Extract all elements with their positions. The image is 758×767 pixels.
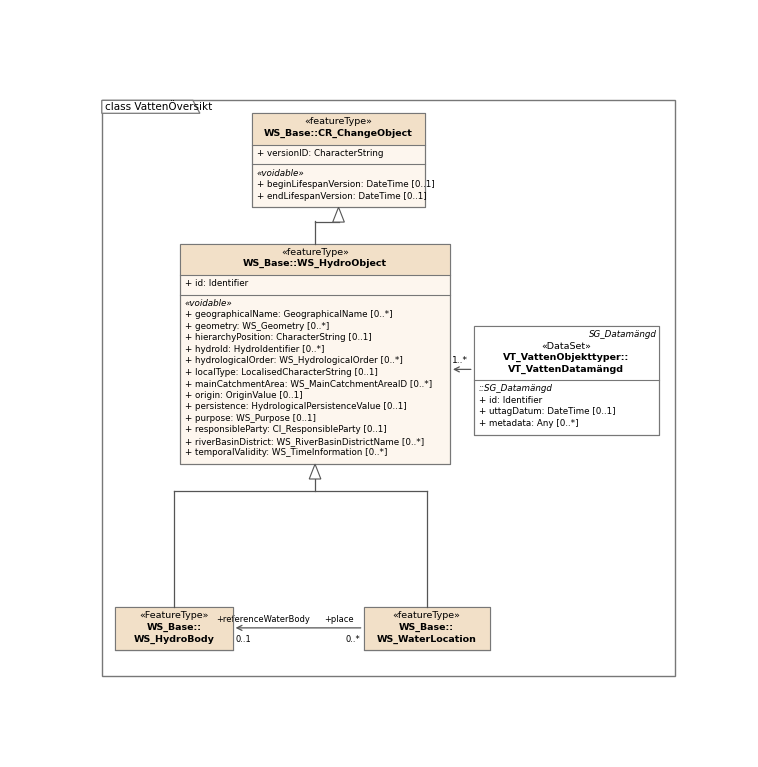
Bar (180, 244, 450, 464)
Bar (252, 114, 425, 145)
Text: «featureType»: «featureType» (305, 117, 372, 127)
Polygon shape (333, 207, 344, 222)
Text: + id: Identifier: + id: Identifier (478, 396, 542, 405)
Text: «FeatureType»: «FeatureType» (139, 611, 208, 621)
Text: + persistence: HydrologicalPersistenceValue [0..1]: + persistence: HydrologicalPersistenceVa… (185, 403, 406, 411)
Text: + mainCatchmentArea: WS_MainCatchmentAreaID [0..*]: + mainCatchmentArea: WS_MainCatchmentAre… (185, 380, 432, 388)
Text: WS_HydroBody: WS_HydroBody (133, 634, 215, 644)
Bar (180, 244, 450, 275)
Text: WS_WaterLocation: WS_WaterLocation (377, 634, 477, 644)
Bar (474, 326, 659, 435)
Bar (364, 607, 490, 650)
Text: «DataSet»: «DataSet» (541, 341, 591, 351)
Text: + id: Identifier: + id: Identifier (185, 279, 248, 288)
Text: WS_Base::CR_ChangeObject: WS_Base::CR_ChangeObject (264, 129, 413, 138)
Text: WS_Base::WS_HydroObject: WS_Base::WS_HydroObject (243, 259, 387, 268)
Text: «voidable»: «voidable» (185, 298, 233, 308)
Bar (252, 114, 425, 207)
Text: + beginLifespanVersion: DateTime [0..1]: + beginLifespanVersion: DateTime [0..1] (257, 180, 434, 189)
Text: + temporalValidity: WS_TimeInformation [0..*]: + temporalValidity: WS_TimeInformation [… (185, 449, 387, 457)
Text: + versionID: CharacterString: + versionID: CharacterString (257, 149, 384, 158)
Text: SG_Datamängd: SG_Datamängd (589, 330, 656, 339)
Text: + endLifespanVersion: DateTime [0..1]: + endLifespanVersion: DateTime [0..1] (257, 192, 427, 200)
Bar (115, 607, 233, 650)
Text: +place: +place (324, 615, 354, 624)
Text: + hydrologicalOrder: WS_HydrologicalOrder [0..*]: + hydrologicalOrder: WS_HydrologicalOrde… (185, 357, 402, 365)
Text: + hydroId: HydroIdentifier [0..*]: + hydroId: HydroIdentifier [0..*] (185, 345, 324, 354)
Text: + riverBasinDistrict: WS_RiverBasinDistrictName [0..*]: + riverBasinDistrict: WS_RiverBasinDistr… (185, 437, 424, 446)
Text: ::SG_Datamängd: ::SG_Datamängd (478, 384, 553, 393)
Text: «featureType»: «featureType» (281, 248, 349, 257)
Bar (474, 326, 659, 380)
Text: VT_VattenObjekttyper::: VT_VattenObjekttyper:: (503, 353, 629, 362)
Text: + purpose: WS_Purpose [0..1]: + purpose: WS_Purpose [0..1] (185, 414, 316, 423)
Bar (474, 326, 659, 435)
Text: + metadata: Any [0..*]: + metadata: Any [0..*] (478, 419, 578, 428)
Text: 1..*: 1..* (452, 356, 468, 364)
Text: class VattenÖversikt: class VattenÖversikt (105, 102, 212, 112)
Bar (115, 607, 233, 650)
Text: «featureType»: «featureType» (393, 611, 461, 621)
Bar (115, 607, 233, 650)
Text: +referenceWaterBody: +referenceWaterBody (216, 615, 310, 624)
Text: + geometry: WS_Geometry [0..*]: + geometry: WS_Geometry [0..*] (185, 322, 329, 331)
Bar (180, 244, 450, 464)
Text: + hierarchyPosition: CharacterString [0..1]: + hierarchyPosition: CharacterString [0.… (185, 334, 371, 342)
Text: WS_Base::: WS_Base:: (146, 623, 202, 632)
Bar (364, 607, 490, 650)
Text: + geographicalName: GeographicalName [0..*]: + geographicalName: GeographicalName [0.… (185, 311, 393, 319)
Polygon shape (309, 464, 321, 479)
Text: «voidable»: «voidable» (257, 169, 305, 177)
Bar (364, 607, 490, 650)
Text: 0..1: 0..1 (236, 635, 252, 644)
Polygon shape (102, 100, 200, 114)
Bar (252, 114, 425, 207)
Text: 0..*: 0..* (346, 635, 361, 644)
Text: + localType: LocalisedCharacterString [0..1]: + localType: LocalisedCharacterString [0… (185, 368, 377, 377)
Text: VT_VattenDatamängd: VT_VattenDatamängd (508, 364, 624, 374)
Text: + responsibleParty: CI_ResponsibleParty [0..1]: + responsibleParty: CI_ResponsibleParty … (185, 426, 387, 434)
Text: + uttagDatum: DateTime [0..1]: + uttagDatum: DateTime [0..1] (478, 407, 615, 416)
Text: + origin: OriginValue [0..1]: + origin: OriginValue [0..1] (185, 391, 302, 400)
Text: WS_Base::: WS_Base:: (399, 623, 454, 632)
